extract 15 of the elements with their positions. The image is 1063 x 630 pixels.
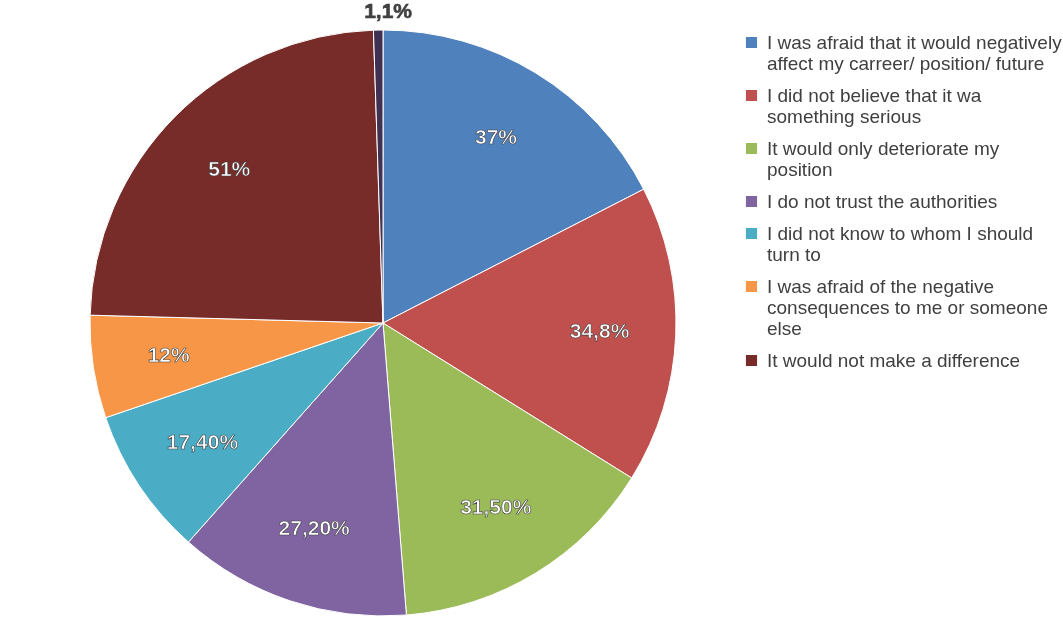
- legend-label: I was afraid of the negative consequences to me or someone else: [767, 275, 1048, 339]
- data-label: 51%: [208, 157, 251, 181]
- data-label: 37%: [475, 124, 518, 148]
- data-label: 34,8%: [569, 318, 630, 342]
- data-label: 27,20%: [278, 515, 351, 539]
- legend-label: I was afraid that it would negatively affect my carreer/ position/ future: [767, 31, 1063, 74]
- data-label: 17,40%: [166, 430, 239, 454]
- legend-label: I did not know to whom I should turn to: [767, 222, 1034, 265]
- legend-label: I do not trust the authorities: [767, 190, 998, 212]
- data-label: 12%: [147, 342, 190, 366]
- legend-label: It would only deteriorate my position: [767, 137, 1000, 180]
- data-label: 31,50%: [460, 495, 532, 519]
- legend-label: I did not believe that it wa something serious: [767, 84, 982, 127]
- legend-label: It would not make a difference: [767, 349, 1021, 371]
- data-label: 1,1%: [364, 0, 413, 23]
